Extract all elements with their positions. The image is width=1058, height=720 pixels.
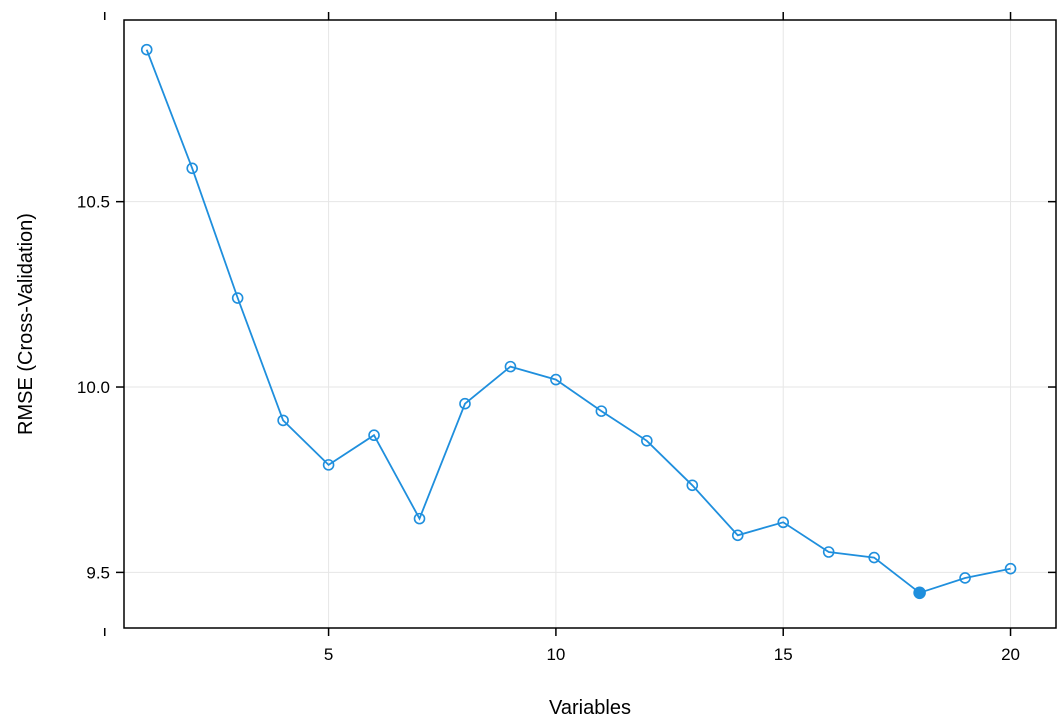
data-point bbox=[368, 429, 380, 442]
data-point bbox=[186, 162, 198, 175]
y-axis-title: RMSE (Cross-Validation) bbox=[15, 213, 37, 435]
y-tick-label: 10.0 bbox=[77, 378, 110, 397]
data-point bbox=[959, 572, 971, 584]
series-line-layer bbox=[145, 49, 1011, 594]
data-point bbox=[504, 360, 517, 373]
data-point bbox=[140, 43, 153, 56]
y-tick-label: 10.5 bbox=[77, 193, 110, 212]
data-point bbox=[277, 414, 289, 427]
data-point bbox=[322, 459, 335, 471]
x-tick-label: 15 bbox=[774, 645, 793, 664]
data-point bbox=[731, 529, 744, 542]
data-points-layer bbox=[140, 43, 1017, 600]
series-line bbox=[145, 49, 1011, 594]
data-point bbox=[459, 397, 471, 410]
x-tick-label: 5 bbox=[324, 645, 333, 664]
data-point bbox=[686, 479, 699, 492]
data-point bbox=[777, 516, 790, 529]
axis-ticks: 5 10 15 20 9.5 10.0 10.5 bbox=[77, 12, 1056, 664]
data-point bbox=[868, 551, 880, 564]
data-point bbox=[231, 292, 244, 304]
x-tick-label: 10 bbox=[546, 645, 565, 664]
data-point bbox=[413, 512, 426, 525]
x-tick-label: 20 bbox=[1001, 645, 1020, 664]
plot-frame bbox=[123, 19, 1057, 629]
x-axis-title: Variables bbox=[549, 697, 631, 719]
y-tick-label: 9.5 bbox=[86, 563, 110, 582]
data-point bbox=[550, 373, 562, 386]
data-point bbox=[1004, 562, 1017, 575]
data-point-selected bbox=[913, 586, 926, 600]
data-point bbox=[822, 546, 835, 558]
grid-lines bbox=[124, 20, 1056, 628]
data-point bbox=[595, 405, 608, 417]
data-point bbox=[641, 434, 653, 447]
